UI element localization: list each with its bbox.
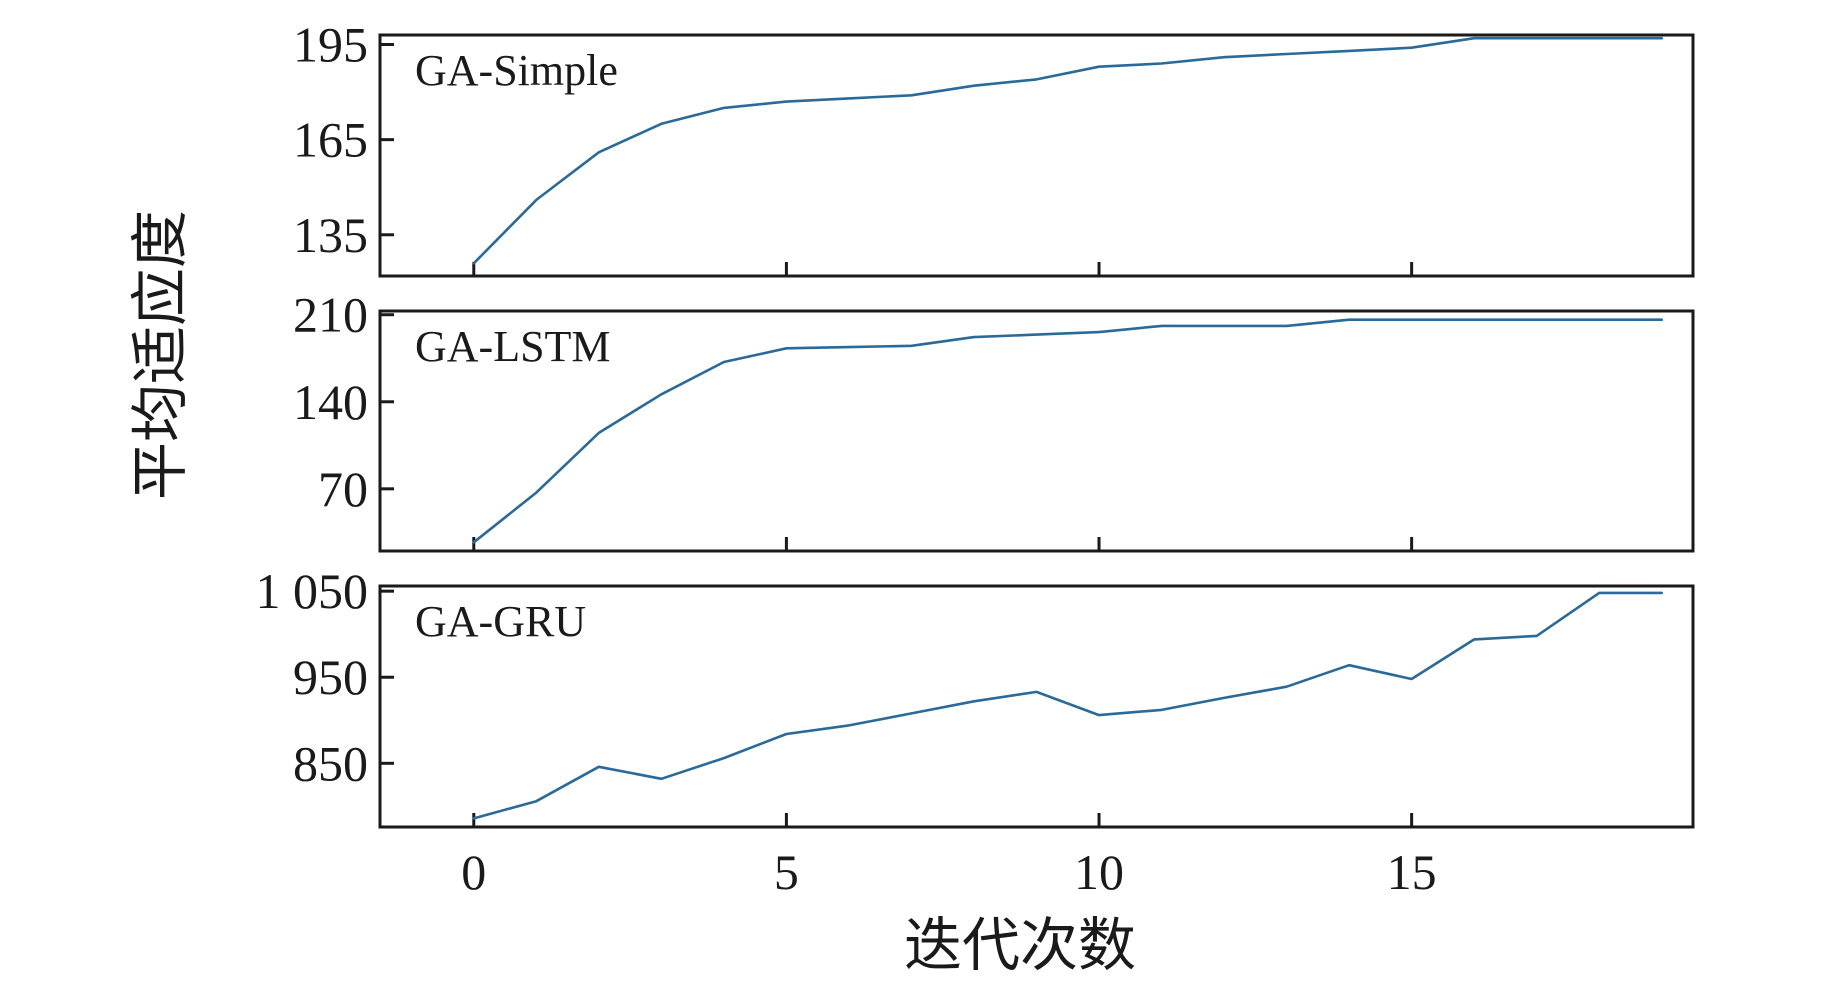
y-tick-label: 135 — [293, 207, 368, 263]
x-tick-label: 10 — [1074, 844, 1124, 900]
series-line — [472, 318, 1663, 544]
panel-label: GA-LSTM — [415, 322, 611, 371]
y-axis-title: 平均适应度 — [126, 210, 194, 500]
x-axis-title: 迭代次数 — [904, 911, 1136, 979]
x-tick-label: 15 — [1387, 844, 1437, 900]
y-tick-label: 195 — [293, 17, 368, 73]
panel-frame — [378, 309, 1695, 553]
y-tick-label: 950 — [293, 649, 368, 705]
panel-2: 70 140 210 GA-LSTM — [293, 287, 1695, 553]
x-tick-label: 5 — [774, 844, 799, 900]
x-tick-label: 0 — [461, 844, 486, 900]
y-tick-label: 1 050 — [256, 563, 369, 619]
y-tick-label: 210 — [293, 287, 368, 343]
y-tick-label: 850 — [293, 735, 368, 791]
y-tick-label: 70 — [318, 461, 368, 517]
panel-frame — [378, 584, 1695, 829]
panel-label: GA-GRU — [415, 597, 586, 646]
series-line — [472, 591, 1663, 820]
panel-1: 135 165 195 GA-Simple — [293, 17, 1695, 278]
panel-3: 850 950 1 050 GA-GRU — [256, 563, 1695, 829]
y-tick-label: 165 — [293, 112, 368, 168]
panel-label: GA-Simple — [415, 46, 618, 95]
y-tick-label: 140 — [293, 374, 368, 430]
panel-frame — [378, 33, 1695, 278]
series-line — [472, 36, 1663, 265]
